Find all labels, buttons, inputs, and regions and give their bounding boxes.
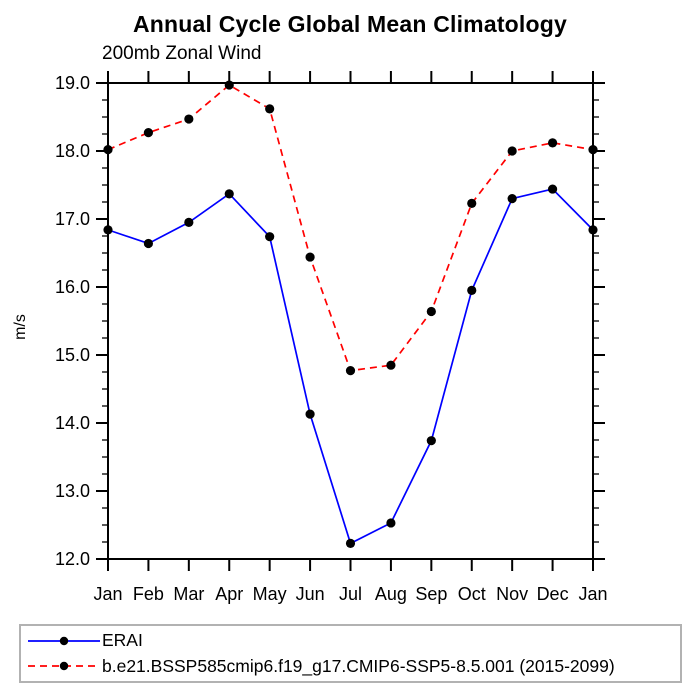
legend-label-model: b.e21.BSSP585cmip6.f19_g17.CMIP6-SSP5-8.…	[102, 655, 615, 676]
data-point-marker	[386, 360, 396, 370]
x-tick-label: Jan	[578, 584, 607, 604]
y-tick-label: 17.0	[55, 209, 90, 229]
x-tick-label: May	[253, 584, 287, 604]
x-tick-label: Oct	[458, 584, 486, 604]
axis-frame	[107, 82, 594, 560]
data-point-marker	[467, 198, 477, 208]
data-point-marker	[305, 252, 315, 262]
plot-canvas: 12.0 13.0 14.0 15.0 16.0 17.0 18.0 19.0 Jan Feb Ma…	[55, 71, 608, 604]
legend-item-erai: ERAI	[26, 630, 680, 651]
data-point-marker	[265, 104, 275, 114]
legend-box: ERAI b.e21.BSSP585cmip6.f19_g17.CMIP6-SS…	[19, 624, 682, 683]
legend-sample-marker	[59, 636, 69, 646]
data-point-marker	[547, 184, 558, 194]
x-tick-label: Sep	[415, 584, 447, 604]
y-tick-label: 18.0	[55, 141, 90, 161]
x-tick-label: Apr	[215, 584, 243, 604]
chart-subtitle: 200mb Zonal Wind	[102, 43, 262, 64]
data-point-marker	[345, 366, 356, 376]
data-point-marker	[103, 145, 113, 155]
x-tick-label: Jun	[296, 584, 325, 604]
x-tick-label: Dec	[537, 584, 569, 604]
chart-title: Annual Cycle Global Mean Climatology	[132, 11, 568, 37]
x-tick-label: Jul	[339, 584, 362, 604]
data-point-marker	[184, 114, 194, 124]
data-point-marker	[588, 145, 598, 155]
model-line-sample	[28, 661, 100, 671]
data-point-marker	[103, 225, 113, 235]
data-point-marker	[224, 189, 234, 199]
x-tick-label: Nov	[496, 584, 528, 604]
x-tick-label: Feb	[133, 584, 164, 604]
data-point-marker	[507, 194, 517, 204]
legend-sample-marker	[59, 661, 69, 671]
data-point-marker	[426, 436, 436, 446]
y-tick-label: 14.0	[55, 413, 90, 433]
x-tick-label: Mar	[173, 584, 204, 604]
y-tick-label: 13.0	[55, 481, 90, 501]
data-point-marker	[507, 146, 517, 156]
data-point-marker	[386, 518, 396, 528]
data-point-marker	[143, 128, 154, 138]
y-tick-label: 12.0	[55, 549, 90, 569]
erai-line-sample	[28, 636, 100, 646]
legend-label-erai: ERAI	[102, 630, 143, 651]
y-tick-label: 19.0	[55, 73, 90, 93]
data-point-marker	[547, 138, 558, 148]
y-tick-label: 15.0	[55, 345, 90, 365]
data-point-marker	[345, 538, 356, 548]
data-point-marker	[143, 238, 154, 249]
data-point-marker	[184, 217, 194, 227]
legend-item-model: b.e21.BSSP585cmip6.f19_g17.CMIP6-SSP5-8.…	[26, 656, 680, 677]
data-point-marker	[467, 285, 477, 295]
model-line	[107, 84, 594, 372]
data-point-marker	[265, 232, 275, 242]
data-point-marker	[305, 409, 315, 419]
x-tick-label: Jan	[93, 584, 122, 604]
x-tick-label: Aug	[375, 584, 407, 604]
y-tick-label: 16.0	[55, 277, 90, 297]
data-point-marker	[224, 80, 234, 90]
data-point-marker	[426, 306, 436, 317]
data-point-marker	[588, 225, 598, 235]
